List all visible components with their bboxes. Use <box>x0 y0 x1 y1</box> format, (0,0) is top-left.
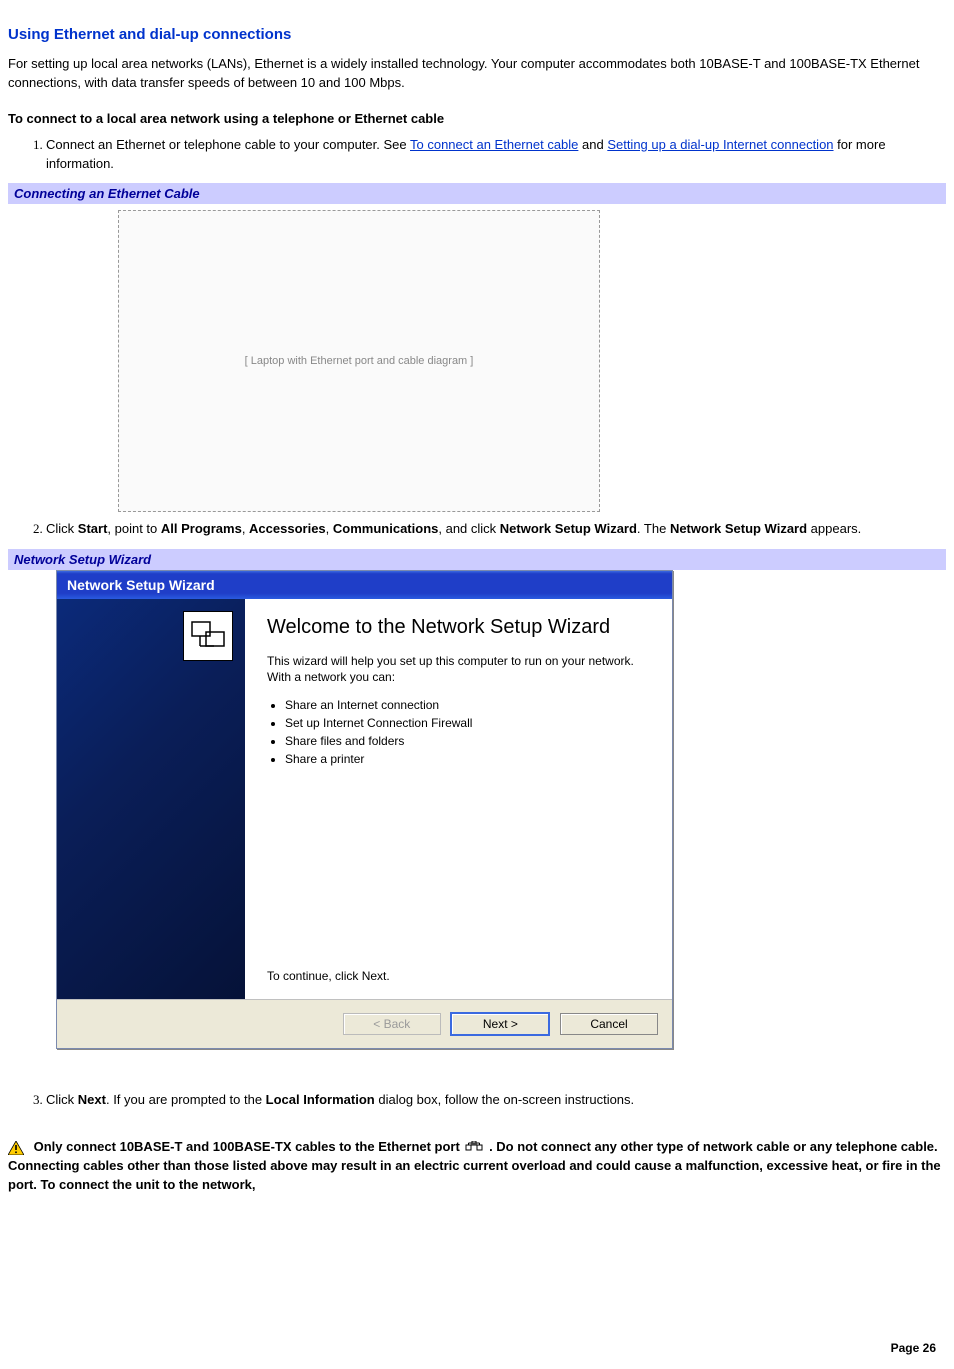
wizard-bullet: Set up Internet Connection Firewall <box>285 714 650 732</box>
bold-accessories: Accessories <box>249 521 326 536</box>
bold-next: Next <box>78 1092 106 1107</box>
ethernet-port-icon <box>465 1141 483 1155</box>
cancel-button[interactable]: Cancel <box>560 1013 658 1035</box>
step1-mid: and <box>578 137 607 152</box>
next-button[interactable]: Next > <box>450 1012 550 1036</box>
ethernet-cable-illustration: [ Laptop with Ethernet port and cable di… <box>118 210 600 512</box>
wizard-welcome-heading: Welcome to the Network Setup Wizard <box>267 615 650 639</box>
warning-icon <box>8 1141 24 1155</box>
bold-nsw2: Network Setup Wizard <box>670 521 807 536</box>
bold-communications: Communications <box>333 521 438 536</box>
wizard-titlebar: Network Setup Wizard <box>57 571 672 599</box>
step-1: Connect an Ethernet or telephone cable t… <box>46 136 946 174</box>
link-dialup-setup[interactable]: Setting up a dial-up Internet connection <box>607 137 833 152</box>
wizard-bullet: Share an Internet connection <box>285 696 650 714</box>
wizard-content: Welcome to the Network Setup Wizard This… <box>245 599 672 999</box>
step-2: Click Start, point to All Programs, Acce… <box>46 520 946 539</box>
warning-text-1: Only connect 10BASE-T and 100BASE-TX cab… <box>34 1139 464 1154</box>
bold-all-programs: All Programs <box>161 521 242 536</box>
wizard-bullet: Share files and folders <box>285 732 650 750</box>
wizard-side-panel <box>57 599 245 999</box>
wizard-window: Network Setup Wizard Welcome to the Netw… <box>56 570 673 1049</box>
wizard-bullet-list: Share an Internet connection Set up Inte… <box>267 696 650 768</box>
wizard-continue-text: To continue, click Next. <box>267 969 650 989</box>
back-button: < Back <box>343 1013 441 1035</box>
step1-pre: Connect an Ethernet or telephone cable t… <box>46 137 410 152</box>
link-connect-ethernet[interactable]: To connect an Ethernet cable <box>410 137 578 152</box>
bold-nsw: Network Setup Wizard <box>500 521 637 536</box>
bold-local-info: Local Information <box>266 1092 375 1107</box>
page-title: Using Ethernet and dial-up connections <box>8 26 946 43</box>
wizard-network-icon <box>183 611 233 661</box>
wizard-bullet: Share a printer <box>285 750 650 768</box>
intro-text: For setting up local area networks (LANs… <box>8 55 946 93</box>
wizard-button-row: < Back Next > Cancel <box>57 999 672 1048</box>
warning-block: Only connect 10BASE-T and 100BASE-TX cab… <box>8 1138 946 1195</box>
page-number: Page 26 <box>891 1341 936 1355</box>
bold-start: Start <box>78 521 108 536</box>
caption-network-setup-wizard: Network Setup Wizard <box>8 549 946 570</box>
wizard-description: This wizard will help you set up this co… <box>267 653 650 685</box>
procedure-heading: To connect to a local area network using… <box>8 111 946 126</box>
step-3: Click Next. If you are prompted to the L… <box>46 1091 946 1110</box>
caption-connecting-cable: Connecting an Ethernet Cable <box>8 183 946 204</box>
